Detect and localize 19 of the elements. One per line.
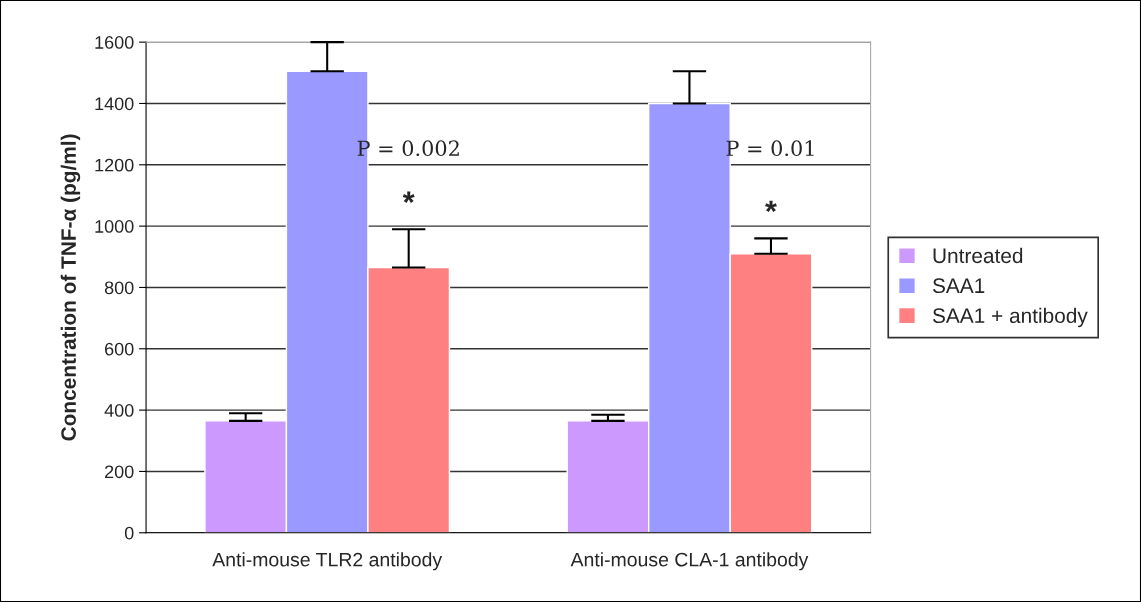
y-tick-label: 1600 <box>95 36 134 49</box>
y-tick-label: 400 <box>104 404 134 417</box>
annotation: * <box>765 200 777 213</box>
y-tick-label: 1000 <box>95 220 134 233</box>
y-tick-label: 0 <box>124 526 134 540</box>
y-tick-label: 1200 <box>95 158 134 172</box>
annotation: * <box>402 191 415 203</box>
y-tick-label: 1400 <box>95 97 134 111</box>
x-tick-label: Anti-mouse CLA-1 antibody <box>570 552 809 571</box>
legend-label: Untreated <box>933 247 1023 264</box>
annotation: P = 0.01 <box>726 140 814 157</box>
annotation: P = 0.002 <box>357 140 459 157</box>
y-axis-title: Concentration of TNF-α (pg/ml) <box>60 134 81 441</box>
x-tick-label: Anti-mouse TLR2 antibody <box>212 552 443 571</box>
y-tick-label: 800 <box>104 281 134 295</box>
legend-label: SAA1 + antibody <box>932 307 1088 328</box>
legend-label: SAA1 <box>932 278 985 294</box>
y-tick-label: 600 <box>105 342 134 356</box>
y-tick-label: 200 <box>105 465 134 479</box>
